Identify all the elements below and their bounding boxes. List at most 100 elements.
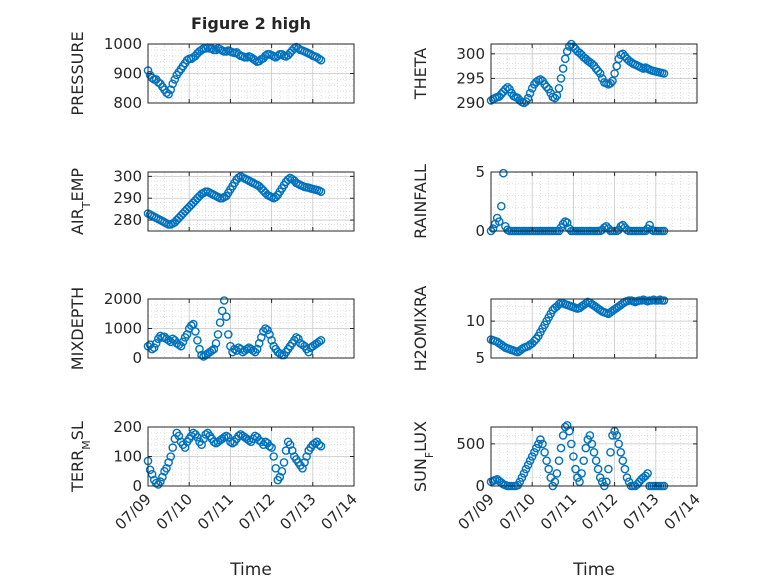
data-point (558, 219, 568, 229)
data-point (314, 337, 324, 347)
data-point (176, 341, 186, 351)
data-point (230, 344, 239, 354)
data-point (633, 479, 642, 489)
data-point (221, 431, 231, 441)
x-tick-label: 07/13 (276, 490, 319, 533)
y-tick-label: 300 (113, 167, 142, 185)
data-point (219, 432, 229, 442)
data-point (602, 477, 611, 487)
data-point (519, 469, 529, 478)
x-tick-label: 07/11 (537, 490, 580, 533)
data-point (494, 92, 504, 101)
data-point (530, 447, 539, 457)
data-series (143, 172, 326, 229)
data-point (215, 318, 225, 327)
axes-box (490, 171, 698, 232)
subplot-pressure: 800 900 1000 PRESSURE (68, 31, 355, 116)
data-point (622, 473, 632, 482)
data-point (540, 80, 549, 89)
data-point (211, 45, 221, 55)
data-point (221, 312, 231, 322)
y-axis-label: THETA (411, 48, 430, 100)
data-point (552, 469, 562, 478)
data-point (496, 89, 506, 99)
data-point (610, 69, 619, 78)
data-point (523, 93, 533, 103)
data-point (234, 431, 243, 441)
y-tick-label: 5 (475, 349, 485, 367)
data-point (587, 59, 597, 69)
data-point (618, 49, 628, 59)
data-point (575, 477, 584, 487)
y-tick-label: 300 (456, 45, 485, 63)
data-point (261, 51, 270, 61)
data-point (283, 175, 293, 184)
x-axis-label-left: Time (229, 560, 272, 580)
data-point (494, 217, 504, 226)
data-point (591, 64, 601, 73)
data-point (597, 477, 607, 487)
data-point (316, 441, 326, 451)
data-point (515, 96, 525, 105)
data-point (554, 84, 564, 93)
data-point (618, 456, 628, 466)
x-tick-label: 07/14 (318, 490, 361, 533)
data-point (579, 456, 589, 466)
data-point (608, 76, 617, 86)
data-point (618, 220, 628, 230)
data-point (581, 443, 591, 453)
data-point (149, 343, 159, 353)
data-point (542, 82, 551, 92)
data-point (530, 336, 539, 346)
data-point (595, 473, 605, 482)
data-point (180, 443, 190, 452)
data-point (571, 464, 580, 474)
x-tick-label: 07/10 (153, 490, 196, 533)
data-point (612, 61, 622, 71)
y-tick-label: 900 (113, 65, 142, 83)
data-point (273, 51, 283, 61)
data-point (209, 437, 219, 447)
data-point (534, 439, 543, 449)
subplot-air-temp: 280 290 300 AIRTEMP (68, 167, 355, 235)
axes-box (490, 43, 698, 104)
data-point (496, 201, 506, 211)
data-point (575, 48, 584, 58)
y-tick-label: 800 (113, 94, 142, 112)
data-point (532, 443, 541, 453)
axes-box (490, 426, 698, 487)
data-point (263, 325, 272, 335)
data-point (536, 435, 545, 444)
data-point (186, 321, 196, 330)
data-point (314, 440, 324, 450)
data-point (151, 338, 161, 348)
data-point (300, 458, 309, 467)
data-point (316, 335, 326, 345)
y-tick-label: 500 (456, 435, 485, 453)
data-point (244, 435, 254, 445)
data-point (569, 42, 578, 51)
data-point (538, 439, 547, 449)
subplot-rainfall: 0 5 RAINFALL (411, 163, 698, 240)
data-point (250, 55, 260, 65)
y-tick-label: 0 (475, 222, 485, 240)
data-point (267, 443, 276, 452)
y-tick-label: 295 (456, 69, 485, 87)
data-point (488, 224, 498, 233)
data-point (556, 74, 566, 83)
data-point (219, 296, 229, 305)
y-axis-label: SUNFLUX (411, 421, 436, 492)
data-point (207, 44, 217, 53)
y-tick-label: 5 (475, 163, 485, 181)
data-point (517, 473, 527, 482)
data-point (261, 324, 270, 333)
data-point (201, 430, 210, 439)
y-tick-label: 2000 (104, 290, 142, 308)
data-series (143, 42, 326, 99)
minor-grid (491, 171, 697, 232)
data-point (279, 458, 289, 467)
data-point (659, 69, 669, 78)
data-series (486, 295, 669, 357)
y-tick-label: 280 (113, 211, 142, 229)
